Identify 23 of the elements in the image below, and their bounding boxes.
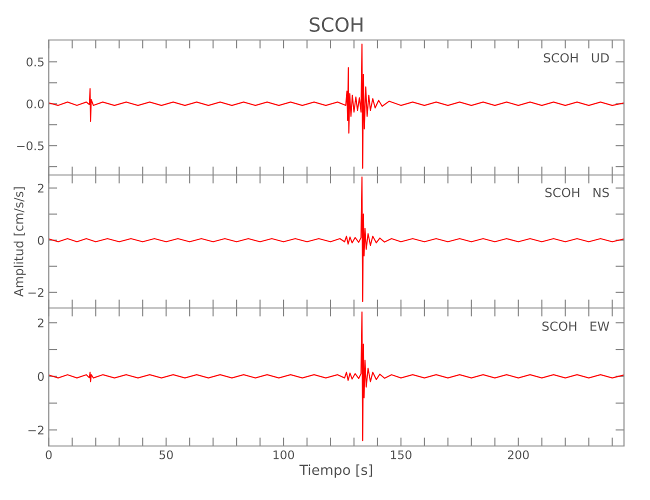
annotation: SCOH EW — [542, 321, 610, 331]
y-tick-label: 0 — [38, 372, 44, 381]
y-tick-label: −2 — [28, 288, 44, 297]
y-tick-label: 2 — [38, 318, 44, 328]
y-axis-title: Amplitud [cm/s/s] — [14, 187, 26, 297]
line-series — [48, 311, 624, 442]
line-series — [48, 176, 624, 302]
x-tick-label: 50 — [160, 450, 173, 460]
y-tick-label: 2 — [38, 184, 44, 193]
chart-title: SCOH — [310, 17, 362, 32]
x-tick-label: 150 — [390, 450, 412, 460]
line-series — [48, 44, 624, 169]
x-axis-title: Tiempo [s] — [299, 464, 372, 478]
y-tick-label: 0.0 — [26, 99, 44, 108]
y-tick-label: 0 — [38, 236, 44, 245]
annotation: SCOH NS — [545, 188, 609, 198]
annotation: SCOH UD — [544, 53, 609, 63]
y-tick-label: −2 — [28, 426, 44, 434]
x-tick-label: 100 — [274, 450, 294, 460]
y-tick-label: −0.5 — [17, 141, 44, 150]
x-tick-label: 0 — [46, 450, 52, 460]
y-tick-label: 0.5 — [26, 58, 44, 66]
x-tick-label: 200 — [508, 450, 529, 460]
